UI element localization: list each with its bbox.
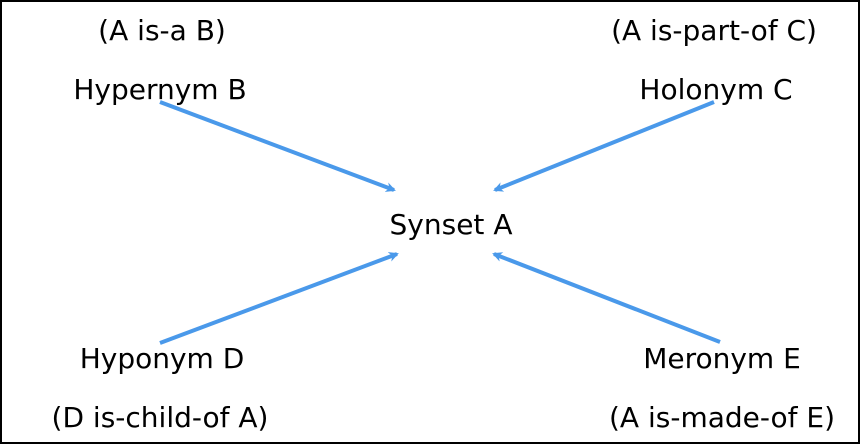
meronym-relation-label: (A is-made-of E) (608, 401, 836, 434)
holonym-relation-label: (A is-part-of C) (611, 14, 817, 47)
arrow-hyponym-to-synset (159, 252, 399, 345)
hypernym-relation-label: (A is-a B) (98, 14, 226, 47)
hyponym-node-label: Hyponym D (79, 342, 245, 375)
arrow-hypernym-to-synset (159, 100, 396, 192)
arrow-holonym-to-synset (493, 100, 715, 192)
hyponym-relation-label: (D is-child-of A) (51, 401, 269, 434)
meronym-node-label: Meronym E (643, 342, 801, 375)
holonym-node-label: Holonym C (639, 73, 793, 106)
arrow-meronym-to-synset (492, 252, 721, 344)
hypernym-node-label: Hypernym B (73, 73, 247, 106)
synset-center-label: Synset A (389, 208, 513, 241)
